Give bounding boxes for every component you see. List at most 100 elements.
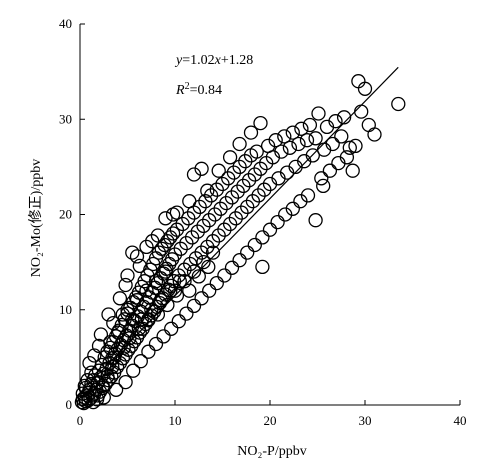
- data-point: [156, 329, 171, 344]
- data-point: [148, 336, 164, 352]
- data-point: [179, 306, 194, 321]
- data-point: [232, 253, 247, 268]
- data-point: [342, 140, 357, 155]
- data-point: [186, 167, 202, 182]
- data-point: [348, 138, 363, 154]
- data-point: [257, 182, 272, 197]
- data-point: [139, 283, 154, 298]
- data-point: [125, 245, 140, 260]
- data-point: [200, 183, 215, 198]
- data-point: [228, 211, 243, 226]
- data-point: [325, 136, 340, 152]
- data-point: [160, 297, 175, 313]
- r-squared-label: R2=0.84: [175, 81, 222, 99]
- data-point: [172, 274, 187, 289]
- data-point: [291, 136, 306, 152]
- data-point: [215, 176, 230, 192]
- data-point: [169, 288, 185, 303]
- data-point: [151, 245, 167, 260]
- data-point: [316, 178, 331, 194]
- data-point: [255, 259, 270, 275]
- data-point: [141, 312, 156, 327]
- data-point: [236, 178, 251, 194]
- plot-points: [74, 74, 406, 411]
- data-point: [103, 334, 118, 350]
- data-point: [253, 161, 268, 176]
- data-point: [243, 125, 259, 140]
- data-point: [205, 234, 221, 249]
- data-point: [194, 245, 209, 260]
- data-point: [351, 74, 366, 89]
- data-point: [367, 127, 382, 142]
- data-point: [354, 104, 369, 119]
- data-point: [100, 369, 115, 384]
- data-point: [234, 205, 249, 220]
- data-point: [201, 259, 216, 275]
- data-point: [162, 256, 177, 272]
- data-point: [302, 117, 318, 133]
- data-point: [154, 241, 169, 256]
- data-point: [118, 277, 133, 293]
- data-point: [196, 218, 211, 234]
- data-point: [278, 207, 293, 222]
- x-tick-label: 0: [77, 413, 84, 428]
- data-point: [328, 114, 343, 129]
- data-point: [120, 268, 135, 283]
- data-point: [198, 194, 213, 209]
- data-point: [186, 264, 202, 279]
- data-point: [158, 211, 173, 226]
- data-point: [222, 216, 238, 232]
- data-point: [131, 321, 147, 336]
- data-point: [251, 188, 266, 203]
- data-point: [226, 165, 242, 180]
- data-point: [164, 252, 180, 267]
- fit-line: [79, 66, 399, 394]
- y-tick-label: 30: [59, 111, 72, 126]
- data-point: [285, 201, 300, 216]
- data-point: [224, 190, 240, 205]
- data-point: [209, 275, 224, 291]
- data-point: [183, 256, 198, 272]
- data-point: [125, 312, 140, 327]
- data-point: [194, 161, 209, 176]
- data-point: [277, 129, 292, 144]
- data-point: [240, 245, 255, 260]
- data-point: [175, 216, 190, 232]
- data-point: [238, 154, 253, 169]
- data-point: [196, 254, 211, 270]
- data-point: [107, 350, 122, 365]
- data-point: [129, 249, 145, 264]
- data-point: [357, 81, 373, 96]
- x-ticks: 0 10 20 30 40: [77, 400, 467, 428]
- equation-label: y=1.02x+1.28: [174, 53, 253, 68]
- data-point: [145, 234, 160, 249]
- data-point: [87, 348, 102, 363]
- data-point: [171, 314, 186, 329]
- data-point: [255, 230, 270, 245]
- data-point: [308, 213, 323, 228]
- data-point: [165, 226, 181, 241]
- data-point: [188, 251, 204, 266]
- y-ticks: 0 10 20 30 40: [59, 16, 85, 412]
- data-point: [247, 237, 262, 253]
- data-point: [345, 163, 360, 178]
- data-point: [112, 291, 128, 306]
- data-point: [82, 355, 97, 371]
- data-point: [184, 230, 200, 245]
- data-point: [134, 312, 149, 327]
- data-point: [177, 274, 192, 289]
- data-point: [232, 136, 247, 152]
- data-point: [101, 307, 116, 322]
- data-point: [139, 239, 154, 255]
- data-point: [285, 125, 300, 140]
- y-tick-label: 20: [59, 207, 72, 222]
- data-point: [262, 222, 278, 237]
- data-point: [294, 121, 309, 136]
- data-point: [129, 293, 145, 308]
- data-point: [202, 283, 217, 298]
- data-point: [270, 214, 285, 230]
- data-point: [245, 194, 261, 209]
- data-point: [205, 245, 221, 260]
- data-point: [194, 291, 209, 306]
